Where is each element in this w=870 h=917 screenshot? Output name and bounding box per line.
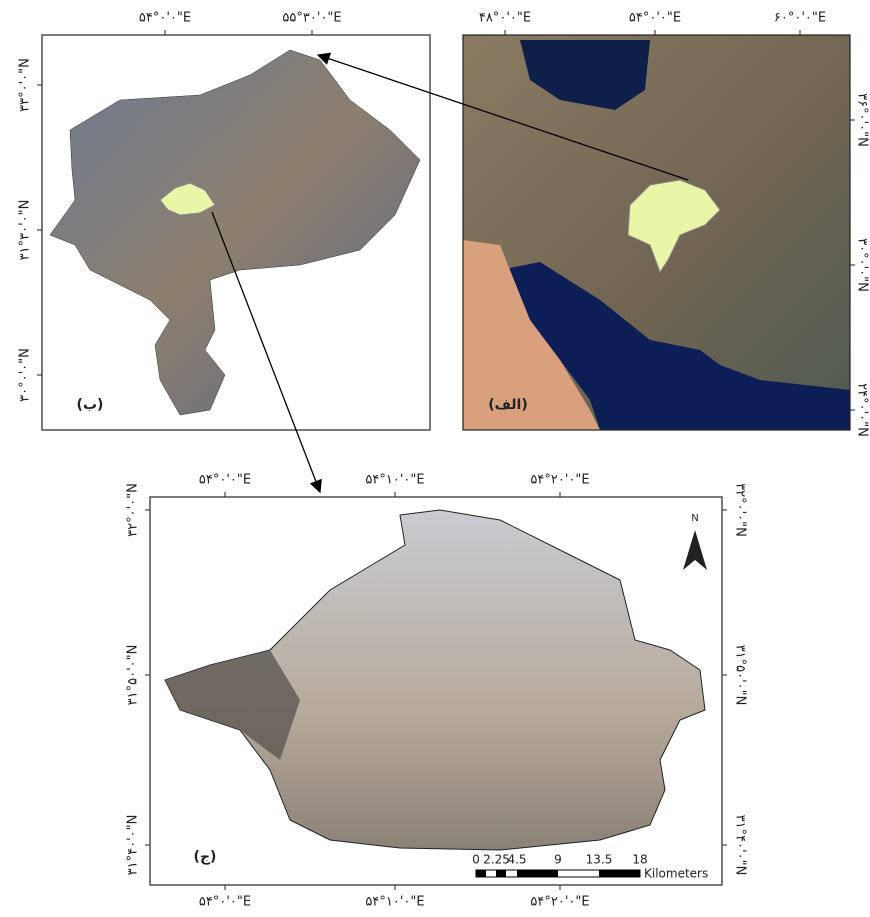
scale-bar-segment — [599, 870, 640, 877]
caspian-sea — [520, 40, 650, 110]
arrow — [316, 52, 689, 181]
longitude-label: ۵۴°۰'۰"E — [629, 11, 681, 26]
scale-unit: Kilometers — [644, 867, 708, 881]
province-map — [49, 49, 421, 416]
panel-label: (الف) — [488, 397, 528, 413]
scale-label: 13.5 — [586, 853, 613, 867]
longitude-label: ۵۴°۰'۰"E — [199, 473, 251, 488]
north-arrow — [683, 530, 707, 570]
mountain-relief — [165, 650, 300, 760]
latitude-label: ۳۲°۰'۰"N — [126, 483, 141, 537]
longitude-label: ۶۰°۰'۰"E — [774, 11, 826, 26]
latitude-label: ۳۱°۴۰'۰"N — [733, 815, 748, 876]
panel-frame — [149, 496, 723, 886]
latitude-label: ۳۳°۰'۰"N — [18, 58, 33, 112]
longitude-label: ۵۴°۲۰'۰"E — [530, 895, 589, 910]
latitude-label: ۳۱°۵۰'۰"N — [733, 645, 748, 706]
latitude-label: ۲۴°۰'۰"N — [855, 383, 870, 437]
latitude-label: ۳۲°۰'۰"N — [733, 483, 748, 537]
scale-label: 9 — [554, 853, 562, 867]
scale-bar-segment — [496, 870, 506, 877]
panel-frame — [462, 34, 851, 431]
persian-gulf — [500, 262, 850, 430]
scale-label: 18 — [632, 853, 647, 867]
arabian-land — [463, 240, 600, 430]
latitude-label: ۳۱°۵۰'۰"N — [126, 645, 141, 706]
scale-label: 2.25 — [483, 853, 510, 867]
scale-bar-segment — [517, 870, 558, 877]
longitude-label: ۵۴°۰'۰"E — [199, 895, 251, 910]
panel-label: (ب) — [77, 397, 104, 413]
province-highlight — [627, 179, 721, 274]
latitude-label: ۳۱°۳۰'۰"N — [18, 200, 33, 261]
panel-label: (ج) — [194, 849, 217, 865]
longitude-label: ۵۴°۰'۰"E — [139, 11, 191, 26]
scale-bar-segment — [476, 870, 486, 877]
scale-label: 0 — [472, 853, 480, 867]
longitude-label: ۵۴°۱۰'۰"E — [365, 895, 424, 910]
latitude-label: ۳۱°۴۰'۰"N — [126, 815, 141, 876]
latitude-label: ۳۶°۰'۰"N — [855, 93, 870, 147]
longitude-label: ۵۵°۳۰'۰"E — [282, 11, 341, 26]
scale-bar — [475, 869, 641, 878]
scale-label: 4.5 — [507, 853, 526, 867]
latitude-label: ۳۰°۰'۰"N — [18, 348, 33, 402]
longitude-label: ۵۴°۲۰'۰"E — [530, 473, 589, 488]
longitude-label: ۴۸°۰'۰"E — [479, 11, 531, 26]
panel-frame — [41, 34, 431, 431]
county-highlight — [159, 182, 216, 216]
longitude-label: ۵۴°۱۰'۰"E — [365, 473, 424, 488]
latitude-label: ۳۰°۰'۰"N — [855, 238, 870, 292]
arrow — [211, 211, 322, 494]
north-label: N — [691, 513, 698, 524]
